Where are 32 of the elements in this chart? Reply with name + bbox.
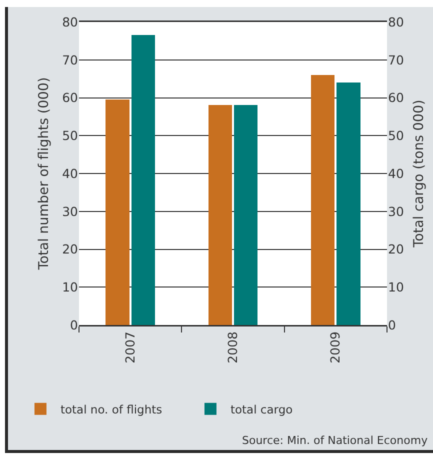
x-tick-label: 2008 <box>225 331 240 364</box>
source-note: Source: Min. of National Economy <box>242 434 428 447</box>
y-tick-label: 10 <box>62 280 78 295</box>
y2-tick-label: 60 <box>388 90 404 106</box>
y-tick-label: 40 <box>62 166 78 181</box>
y2-tick-label: 30 <box>388 204 404 219</box>
y-tick-label: 80 <box>62 14 78 30</box>
y2-tick-label: 70 <box>388 52 404 68</box>
y-axis-title: Total number of flights (000) <box>36 77 52 271</box>
x-tick-label: 2007 <box>122 332 138 364</box>
bar <box>131 34 155 325</box>
bar <box>208 104 232 325</box>
legend-label: total no. of flights <box>60 402 162 416</box>
y-tick-label: 70 <box>62 52 78 68</box>
y2-tick-label: 20 <box>388 242 404 257</box>
y-tick-label: 20 <box>62 242 78 257</box>
y2-tick-label: 10 <box>388 280 404 295</box>
bar <box>106 100 130 325</box>
legend-label: total cargo <box>230 402 293 416</box>
bar <box>311 75 335 325</box>
bar <box>336 82 360 325</box>
y-tick-label: 0 <box>70 317 78 332</box>
y-tick-label: 30 <box>62 204 78 219</box>
y-tick-label: 60 <box>62 90 78 106</box>
y2-axis-title: Total cargo (tons 000) <box>410 100 427 248</box>
y-tick-label: 50 <box>62 128 78 144</box>
bar <box>234 104 258 325</box>
y2-tick-label: 40 <box>388 166 404 181</box>
y2-tick-label: 50 <box>388 128 404 144</box>
x-tick-label: 2009 <box>328 331 343 364</box>
y2-tick-label: 0 <box>388 317 396 332</box>
y2-tick-label: 80 <box>388 14 404 30</box>
